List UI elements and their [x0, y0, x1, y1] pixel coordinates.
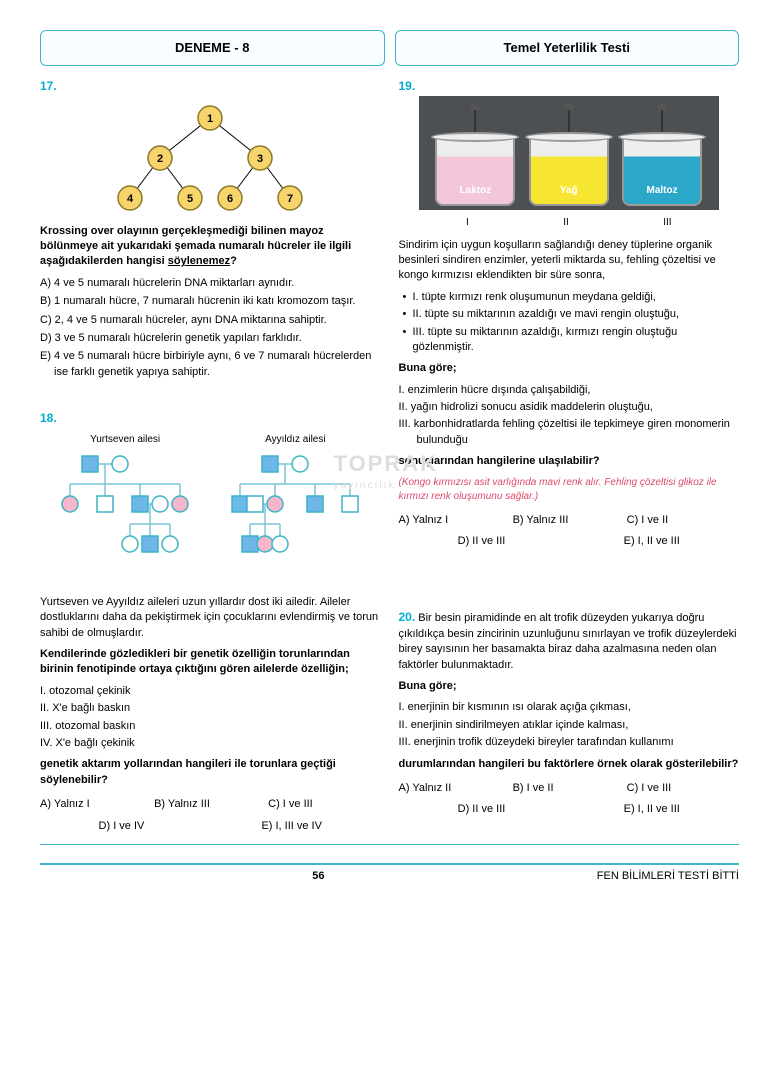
svg-text:7: 7 — [287, 193, 293, 205]
q19-hint: (Kongo kırmızısı asit varlığında mavi re… — [399, 476, 740, 504]
q17-opt-a[interactable]: A) 4 ve 5 numaralı hücrelerin DNA miktar… — [54, 276, 381, 291]
q18: 18. Yurtseven ailesi Ayyıldız ailesi Yur… — [40, 410, 381, 834]
svg-text:3: 3 — [257, 153, 263, 165]
q18-pedigree-2 — [220, 449, 370, 579]
svg-text:1: 1 — [207, 113, 213, 125]
q18-r1: I. otozomal çekinik — [58, 684, 381, 699]
q19-b1: • I. tüpte kırmızı renk oluşumunun meyda… — [413, 290, 740, 305]
q18-family1-label: Yurtseven ailesi — [50, 433, 200, 447]
svg-text:5: 5 — [187, 193, 193, 205]
q20-opt-a[interactable]: A) Yalnız II — [399, 781, 511, 796]
q17-stem: Krossing over olayının gerçekleşmediği b… — [40, 224, 381, 270]
q19-r2: II. yağın hidrolizi sonucu asidik maddel… — [417, 400, 740, 415]
footer-text: FEN BİLİMLERİ TESTİ BİTTİ — [597, 869, 739, 884]
q17-tree-diagram: 1 2 3 4 5 6 7 — [90, 102, 330, 214]
q20-ask: durumlarından hangileri bu faktörlere ör… — [399, 757, 740, 772]
q18-pedigree-1 — [50, 449, 200, 579]
right-column: 19. LaktozYağMaltoz IIIIII Sindirim için… — [399, 78, 740, 834]
q19-opt-a[interactable]: A) Yalnız I — [399, 513, 511, 528]
header-right: Temel Yeterlilik Testi — [395, 30, 740, 66]
q20: 20. Bir besin piramidinde en alt trofik … — [399, 609, 740, 817]
q18-r3: III. otozomal baskın — [58, 719, 381, 734]
q20-para: Bir besin piramidinde en alt trofik düze… — [399, 612, 737, 670]
svg-text:4: 4 — [127, 193, 134, 205]
q19-b3: • III. tüpte su miktarının azaldığı, kır… — [413, 325, 740, 356]
q17-opt-e[interactable]: E) 4 ve 5 numaralı hücre birbiriyle aynı… — [54, 349, 381, 380]
q18-family2-label: Ayyıldız ailesi — [220, 433, 370, 447]
q18-opt-e[interactable]: E) I, III ve IV — [261, 819, 322, 834]
q19-b2: • II. tüpte su miktarının azaldığı ve ma… — [413, 307, 740, 322]
q20-r1: I. enerjinin bir kısmının ısı olarak açı… — [417, 700, 740, 715]
q19-r3: III. karbonhidratlarda fehling çözeltisi… — [417, 417, 740, 448]
q20-opt-c[interactable]: C) I ve III — [627, 781, 739, 796]
q20-number: 20. — [399, 610, 416, 624]
q18-ask: genetik aktarım yollarından hangileri il… — [40, 757, 381, 788]
q17-opt-c[interactable]: C) 2, 4 ve 5 numaralı hücreler, aynı DNA… — [54, 313, 381, 328]
footer: 56 FEN BİLİMLERİ TESTİ BİTTİ — [40, 863, 739, 884]
q20-opt-e[interactable]: E) I, II ve III — [624, 802, 680, 817]
q18-para: Yurtseven ve Ayyıldız aileleri uzun yıll… — [40, 595, 381, 641]
q18-r4: IV. X'e bağlı çekinik — [58, 736, 381, 751]
q17-opt-d[interactable]: D) 3 ve 5 numaralı hücrelerin genetik ya… — [54, 331, 381, 346]
q19-buna: Buna göre; — [399, 361, 740, 376]
q17-opt-b[interactable]: B) 1 numaralı hücre, 7 numaralı hücrenin… — [54, 294, 381, 309]
q18-bold: Kendilerinde gözledikleri bir genetik öz… — [40, 647, 381, 678]
q18-opt-d[interactable]: D) I ve IV — [99, 819, 145, 834]
q19-opt-c[interactable]: C) I ve II — [627, 513, 739, 528]
q18-number: 18. — [40, 411, 57, 425]
q18-opt-c[interactable]: C) I ve III — [268, 797, 380, 812]
q20-r3: III. enerjinin trofik düzeydeki bireyler… — [417, 735, 740, 750]
q19-r1: I. enzimlerin hücre dışında çalışabildiğ… — [417, 383, 740, 398]
q19-beakers: LaktozYağMaltoz — [419, 96, 719, 210]
q18-r2: II. X'e bağlı baskın — [58, 701, 381, 716]
page-number: 56 — [312, 869, 324, 884]
q17: 17. 1 2 3 4 5 6 7 Krossing over olayının gerçe… — [40, 78, 381, 380]
header-left: DENEME - 8 — [40, 30, 385, 66]
q20-opt-d[interactable]: D) II ve III — [458, 802, 506, 817]
q19-number: 19. — [399, 79, 416, 93]
q17-options: A) 4 ve 5 numaralı hücrelerin DNA miktar… — [40, 276, 381, 380]
q18-opt-b[interactable]: B) Yalnız III — [154, 797, 266, 812]
q20-buna: Buna göre; — [399, 679, 740, 694]
q17-number: 17. — [40, 79, 57, 93]
q19-beaker-numbers: IIIIII — [419, 216, 719, 230]
q19-ask: sonuçlarından hangilerine ulaşılabilir? — [399, 454, 740, 469]
q19-opt-b[interactable]: B) Yalnız III — [513, 513, 625, 528]
svg-text:2: 2 — [157, 153, 163, 165]
q19-para: Sindirim için uygun koşulların sağlandığ… — [399, 238, 740, 284]
svg-text:6: 6 — [227, 193, 233, 205]
q19-opt-d[interactable]: D) II ve III — [458, 534, 506, 549]
left-column: 17. 1 2 3 4 5 6 7 Krossing over olayının gerçe… — [40, 78, 381, 834]
q19: 19. LaktozYağMaltoz IIIIII Sindirim için… — [399, 78, 740, 549]
q20-opt-b[interactable]: B) I ve II — [513, 781, 625, 796]
q18-opt-a[interactable]: A) Yalnız I — [40, 797, 152, 812]
q20-r2: II. enerjinin sindirilmeyen atıklar için… — [417, 718, 740, 733]
q19-opt-e[interactable]: E) I, II ve III — [624, 534, 680, 549]
